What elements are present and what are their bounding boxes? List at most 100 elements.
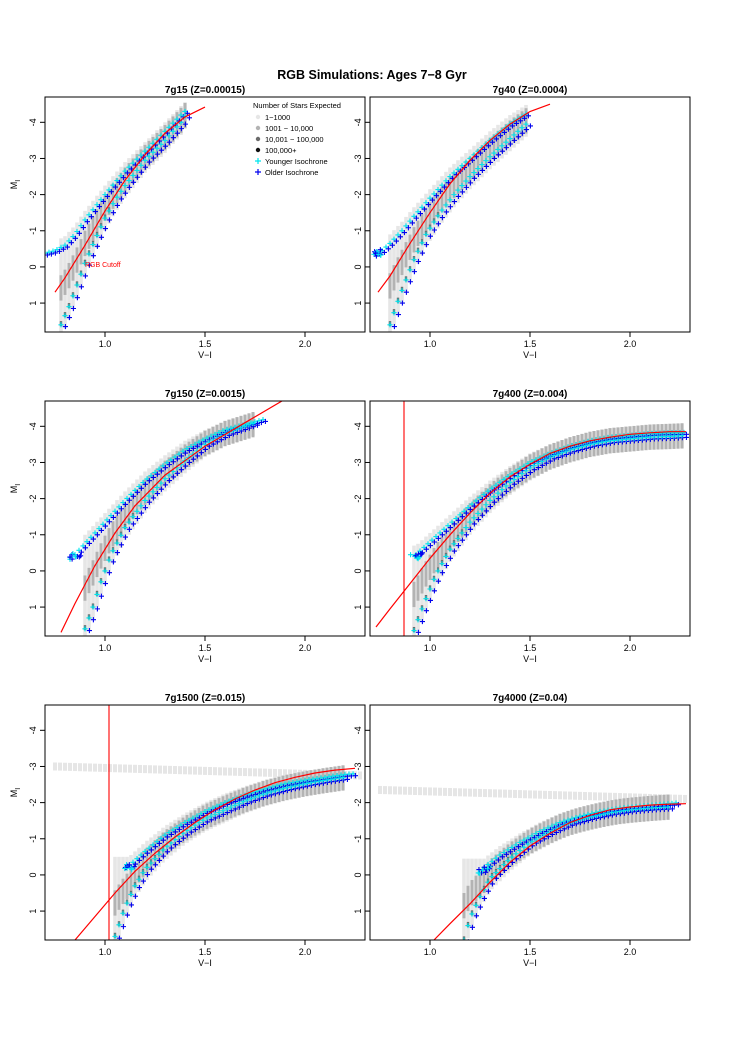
y-tick-label: -4	[353, 118, 363, 126]
star-bin-faint	[223, 767, 227, 775]
x-tick-label: 1.0	[424, 339, 437, 349]
star-bin-2	[437, 542, 440, 567]
y-tick-label: -1	[353, 531, 363, 539]
star-bin-faint	[468, 789, 472, 797]
star-bin-2	[130, 868, 133, 893]
star-bin-faint	[273, 769, 277, 777]
star-bin-faint	[143, 765, 147, 773]
y-tick-label: -3	[28, 458, 38, 466]
y-tick-label: 1	[353, 909, 363, 914]
x-tick-label: 1.5	[524, 643, 537, 653]
star-bin-faint	[103, 764, 107, 772]
legend-title: Number of Stars Expected	[253, 101, 341, 110]
x-tick-label: 1.0	[424, 643, 437, 653]
y-tick-label: 0	[28, 568, 38, 573]
star-bin-faint	[68, 763, 72, 771]
star-bin-2	[409, 235, 412, 260]
star-bin-faint	[233, 768, 237, 776]
y-tick-label: -4	[28, 118, 38, 126]
x-axis-label: V−I	[198, 350, 212, 360]
star-bin-2	[417, 575, 420, 600]
y-tick-label: 1	[28, 909, 38, 914]
y-axis-label: MI	[9, 484, 22, 494]
y-axis-label: MI	[9, 180, 22, 190]
star-bin-faint	[583, 792, 587, 800]
star-bin-faint	[73, 763, 77, 771]
star-bin-faint	[53, 762, 57, 770]
star-bin-2	[421, 568, 424, 593]
y-tick-label: -2	[353, 799, 363, 807]
x-tick-label: 1.5	[524, 947, 537, 957]
star-bin-faint	[608, 793, 612, 801]
star-bin-faint	[493, 789, 497, 797]
y-tick-label: -1	[28, 835, 38, 843]
star-bin-faint	[398, 787, 402, 795]
star-bin-faint	[253, 768, 257, 776]
star-bin-faint	[503, 790, 507, 798]
legend-entry: 1001 − 10,000	[265, 124, 313, 133]
x-axis-label: V−I	[523, 654, 537, 664]
star-bin-faint	[413, 787, 417, 795]
star-bin-faint	[448, 788, 452, 796]
y-tick-label: -1	[28, 227, 38, 235]
x-tick-label: 2.0	[624, 947, 637, 957]
star-bin-faint	[428, 787, 432, 795]
cmd-panel-5: 7g1500 (Z=0.015) 1.0 1.5 2.0 V−I -4 -3 -2 -1 0 1 MI	[7, 691, 369, 976]
star-bin-faint	[268, 769, 272, 777]
star-bin-2	[405, 242, 408, 267]
star-bin-2	[164, 461, 167, 486]
star-bin-faint	[153, 765, 157, 773]
y-tick-label: -4	[353, 726, 363, 734]
star-bin-faint	[178, 766, 182, 774]
cmd-panel-4: 7g400 (Z=0.004)1.0 1.5 2.0V−I-4-3-2-101	[332, 387, 694, 672]
figure-title: RGB Simulations: Ages 7−8 Gyr	[0, 68, 744, 82]
y-tick-label: 0	[353, 568, 363, 573]
y-tick-label: 1	[28, 301, 38, 306]
cmd-panel-2: 7g40 (Z=0.0004)1.0 1.5 2.0V−I-4-3-2-101	[332, 83, 694, 368]
y-tick-label: -2	[28, 191, 38, 199]
y-tick-label: -3	[353, 762, 363, 770]
star-bin-2	[60, 275, 63, 300]
star-bin-faint	[483, 789, 487, 797]
star-bin-faint	[498, 790, 502, 798]
x-tick-label: 2.0	[299, 947, 312, 957]
y-tick-label: -4	[28, 726, 38, 734]
y-tick-label: -1	[353, 835, 363, 843]
star-bin-2	[473, 499, 476, 524]
y-axis-label: MI	[9, 788, 22, 798]
star-bin-faint	[463, 788, 467, 796]
star-bin-faint	[443, 788, 447, 796]
y-tick-label: -2	[353, 191, 363, 199]
y-tick-label: -4	[28, 422, 38, 430]
star-bin-faint	[238, 768, 242, 776]
panel-title: 7g4000 (Z=0.04)	[493, 693, 568, 704]
star-bin-faint	[213, 767, 217, 775]
y-tick-label: -2	[353, 495, 363, 503]
star-bin-2	[92, 560, 95, 585]
star-bin-faint	[148, 765, 152, 773]
star-bin-faint	[548, 791, 552, 799]
x-axis-label: V−I	[198, 654, 212, 664]
x-tick-label: 1.5	[524, 339, 537, 349]
star-bin-faint	[248, 768, 252, 776]
star-bin-faint	[168, 766, 172, 774]
star-bin-faint	[488, 789, 492, 797]
y-tick-label: 0	[28, 264, 38, 269]
panel-title: 7g400 (Z=0.004)	[493, 389, 568, 400]
x-tick-label: 2.0	[624, 643, 637, 653]
legend: Number of Stars Expected1−10001001 − 10,…	[253, 101, 341, 177]
x-tick-label: 1.0	[99, 643, 112, 653]
star-bin-faint	[393, 786, 397, 794]
legend-entry: Younger Isochrone	[265, 157, 328, 166]
y-tick-label: -3	[353, 458, 363, 466]
star-bin-faint	[593, 792, 597, 800]
x-tick-label: 2.0	[299, 339, 312, 349]
rgb-cutoff-label: RGB Cutoff	[85, 262, 121, 269]
panel-title: 7g15 (Z=0.00015)	[165, 85, 245, 96]
star-bin-faint	[163, 766, 167, 774]
star-bin-faint	[523, 790, 527, 798]
star-bin-faint	[93, 764, 97, 772]
star-bin-faint	[678, 795, 682, 803]
star-bin-faint	[518, 790, 522, 798]
star-bin-faint	[218, 767, 222, 775]
